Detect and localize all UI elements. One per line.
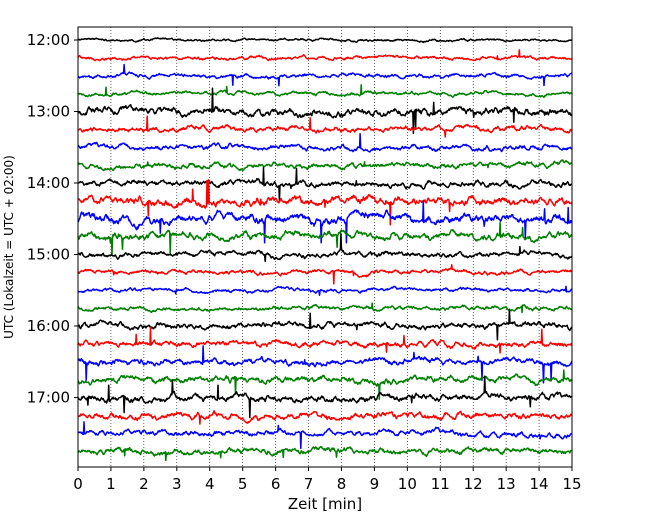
- trace-1645: [77, 369, 573, 401]
- trace-1415: [77, 179, 573, 226]
- trace-1200: [77, 37, 573, 44]
- trace-1630: [77, 345, 573, 384]
- plot-background: [78, 27, 572, 467]
- x-tick-label-9: 9: [370, 475, 380, 493]
- x-tick-label-7: 7: [304, 475, 314, 493]
- x-tick-label-12: 12: [464, 475, 483, 493]
- trace-1500: [77, 233, 573, 263]
- x-tick-label-4: 4: [205, 475, 215, 493]
- y-tick-label-1: 13:00: [27, 103, 70, 121]
- trace-1345: [77, 159, 573, 172]
- trace-1230: [77, 63, 573, 87]
- y-axis: 12:00 13:00 14:00 15:00 16:00 17:00: [27, 31, 78, 407]
- trace-1330: [77, 132, 573, 153]
- y-tick-label-5: 17:00: [27, 389, 70, 407]
- x-tick-label-0: 0: [73, 475, 83, 493]
- trace-1545: [77, 302, 573, 314]
- plot-area: [77, 37, 573, 462]
- trace-1215: [77, 49, 573, 62]
- trace-1530: [77, 285, 573, 297]
- y-axis-title: UTC (Lokalzeit = UTC + 02:00): [2, 155, 16, 339]
- x-tick-label-2: 2: [139, 475, 149, 493]
- x-axis-title: Zeit [min]: [288, 495, 362, 513]
- x-tick-label-10: 10: [398, 475, 417, 493]
- x-tick-label-13: 13: [497, 475, 516, 493]
- x-tick-label-15: 15: [562, 475, 581, 493]
- trace-1400: [77, 166, 573, 202]
- x-tick-label-5: 5: [238, 475, 248, 493]
- trace-1745: [77, 446, 573, 462]
- y-tick-label-4: 16:00: [27, 317, 70, 335]
- trace-1515: [77, 264, 573, 285]
- y-tick-label-3: 15:00: [27, 246, 70, 264]
- trace-1600: [77, 308, 573, 341]
- x-tick-label-8: 8: [337, 475, 347, 493]
- trace-1615: [77, 326, 573, 354]
- trace-1700: [77, 375, 573, 419]
- trace-1430: [77, 200, 573, 244]
- trace-1730: [77, 421, 573, 450]
- x-tick-label-6: 6: [271, 475, 281, 493]
- trace-1245: [77, 84, 573, 99]
- y-tick-label-0: 12:00: [27, 31, 70, 49]
- y-tick-label-2: 14:00: [27, 174, 70, 192]
- trace-1300: [77, 87, 573, 135]
- x-tick-label-1: 1: [106, 475, 116, 493]
- plot-frame: [77, 26, 573, 468]
- grid-lines: [110, 27, 540, 467]
- trace-1315: [77, 115, 573, 138]
- trace-1445: [77, 221, 573, 256]
- x-tick-label-14: 14: [530, 475, 549, 493]
- x-tick-label-3: 3: [172, 475, 182, 493]
- x-tick-label-11: 11: [431, 475, 450, 493]
- x-axis: 0 1 2 3 4 5 6 7 8 9 10 11 12 13 14 15: [73, 467, 582, 493]
- trace-1715: [77, 410, 573, 425]
